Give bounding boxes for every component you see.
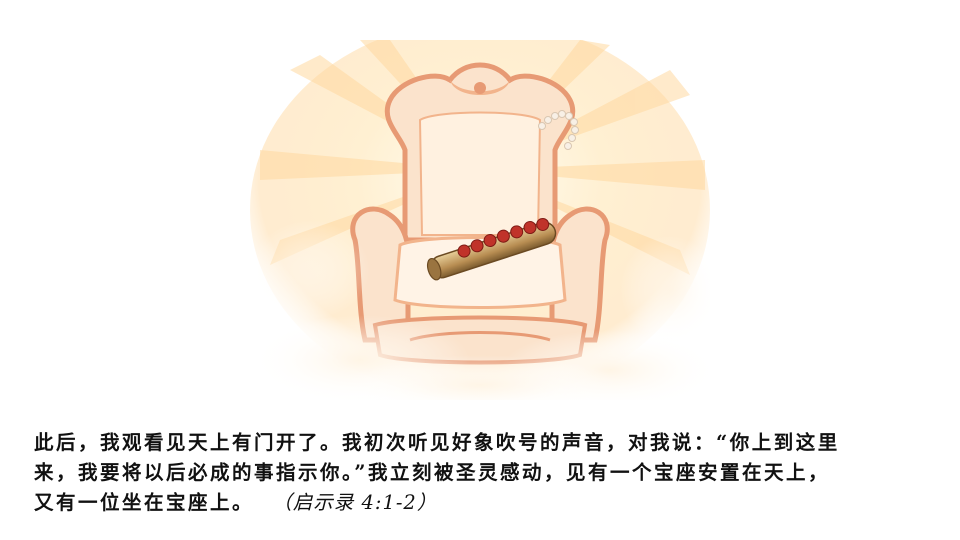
clouds xyxy=(250,220,710,400)
seven-seals xyxy=(457,217,550,258)
caption-line-3-text: 又有一位坐在宝座上。 xyxy=(34,491,255,514)
scripture-reference: （启示录 4:1-2） xyxy=(282,491,438,514)
caption-line-2: 来，我要将以后必成的事指示你。”我立刻被圣灵感动，见有一个宝座安置在天上， xyxy=(34,461,830,484)
throne-illustration xyxy=(250,40,710,400)
throne-image xyxy=(250,40,710,400)
caption-line-3: 又有一位坐在宝座上。 （启示录 4:1-2） xyxy=(34,488,924,518)
scripture-caption: 此后，我观看见天上有门开了。我初次听见好象吹号的声音，对我说：“你上到这里 来，… xyxy=(34,428,924,518)
caption-line-1: 此后，我观看见天上有门开了。我初次听见好象吹号的声音，对我说：“你上到这里 xyxy=(34,431,840,454)
sealed-scroll xyxy=(426,217,557,281)
throne xyxy=(350,62,610,365)
